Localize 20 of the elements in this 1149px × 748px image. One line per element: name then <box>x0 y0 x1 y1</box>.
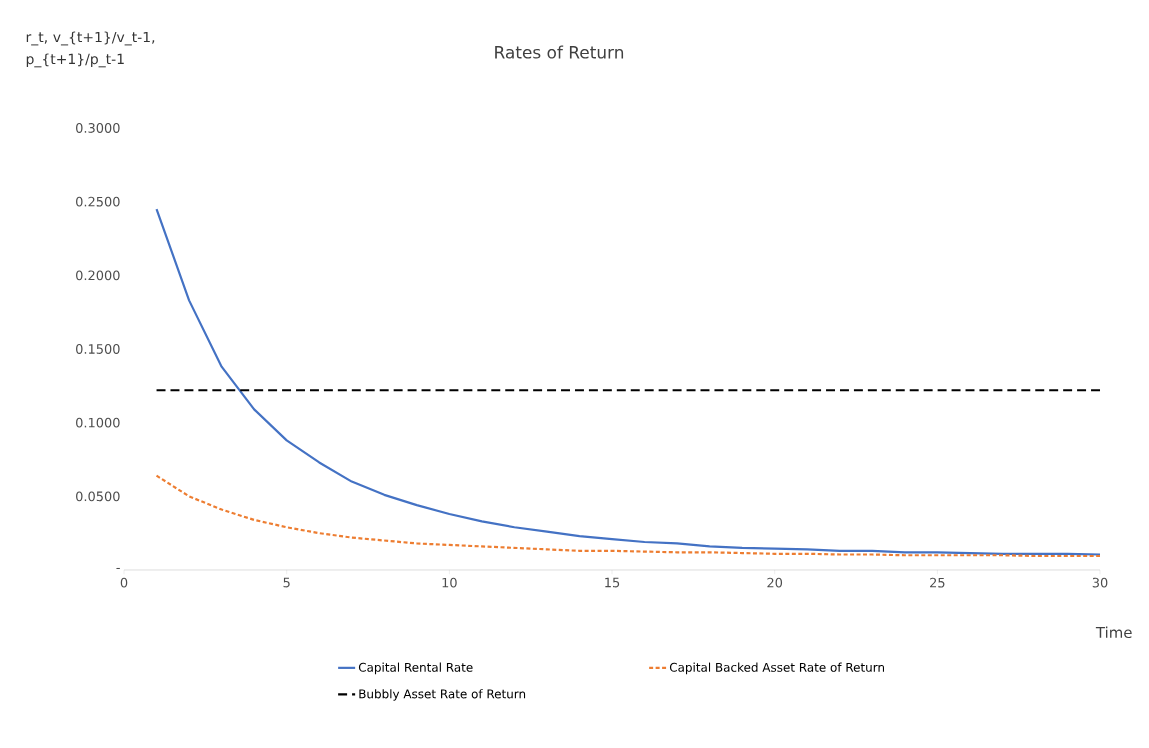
x-tick-label: 5 <box>283 577 290 588</box>
y-tick-label: 0.2000 <box>76 270 120 281</box>
y-axis-title: r_t, v_{t+1}/v_t-1, p_{t+1}/p_t-1 <box>26 31 155 68</box>
chart-title: Rates of Return <box>495 45 624 59</box>
x-axis-title: Time <box>1095 626 1132 639</box>
x-tick-label: 20 <box>767 577 783 588</box>
x-tick-label: 30 <box>1092 577 1108 588</box>
y-tick-label: 0.1500 <box>76 344 120 354</box>
x-tick-label: 10 <box>442 577 457 588</box>
y-tick-label: 0.0500 <box>76 491 120 502</box>
y-tick-label: 0.2500 <box>76 196 120 207</box>
y-tick-label: 0.3000 <box>76 123 120 133</box>
x-tick-label: 0 <box>120 577 128 588</box>
y-tick-label: 0.1000 <box>76 417 120 428</box>
x-tick-label: 25 <box>930 577 945 588</box>
legend-label: Capital Rental Rate <box>358 662 473 675</box>
legend-label: Bubbly Asset Rate of Return <box>359 689 526 701</box>
y-tick-label: - <box>116 567 120 569</box>
legend-label: Capital Backed Asset Rate of Return <box>669 662 884 675</box>
x-tick-label: 15 <box>605 577 620 588</box>
